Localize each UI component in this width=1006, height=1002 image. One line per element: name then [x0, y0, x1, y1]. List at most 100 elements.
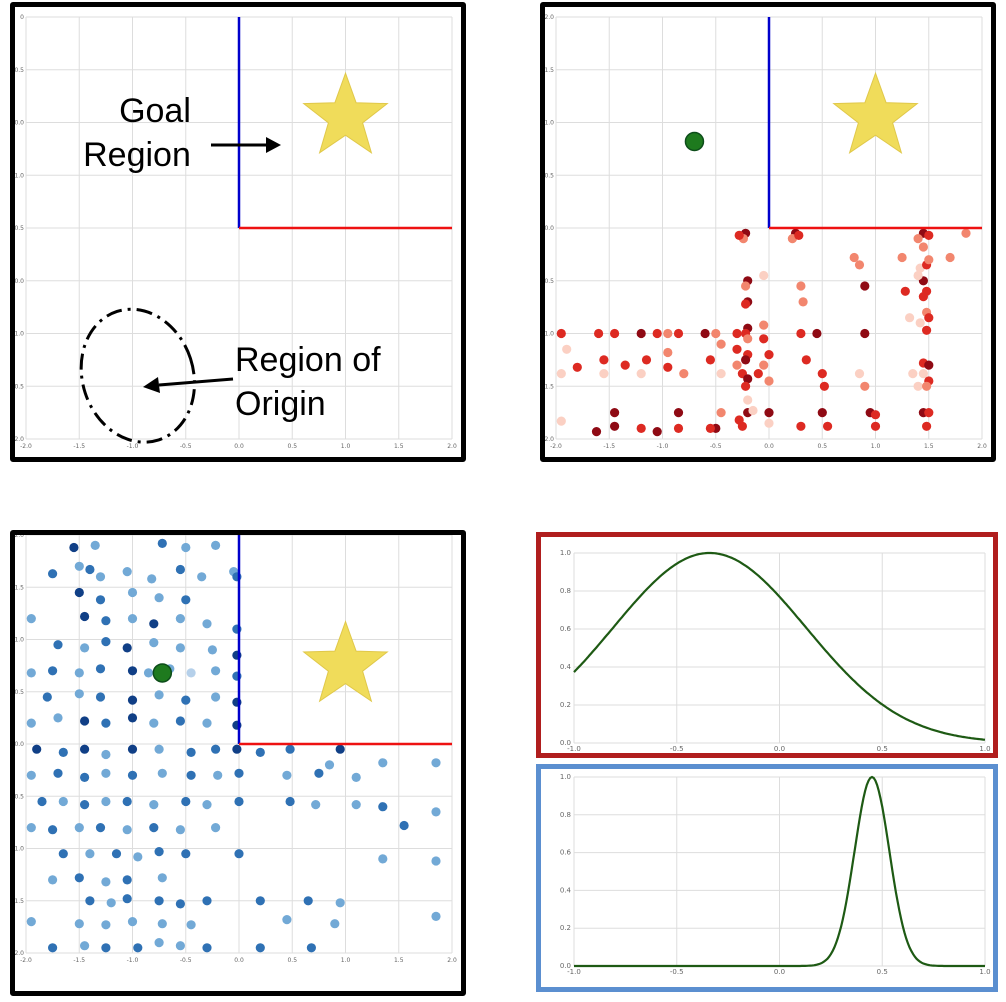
red-sample-point [663, 362, 673, 372]
red-sample-point [823, 421, 833, 431]
red-sample-point [924, 313, 934, 323]
red-sample-point [716, 339, 726, 349]
x-tick-label: 0.0 [234, 957, 244, 964]
x-tick-label: 1.5 [924, 443, 934, 450]
red-sample-point [759, 334, 769, 344]
wide-density-plot: -1.0 -0.5 0.0 0.5 1.0 0.0 0.2 0.4 0.6 0.8 1.0 [560, 549, 991, 753]
y-tick-label: 1.5 [15, 898, 24, 905]
blue-sample-point [154, 896, 164, 906]
tl-plot-area: -2.0 -1.5 -1.0 -0.5 0.0 0.5 1.0 1.5 2.0 0 0.5 0.0 1.… [15, 14, 457, 450]
x-tick-label: -2.0 [20, 443, 32, 450]
density-panel-wide: -1.0 -0.5 0.0 0.5 1.0 0.0 0.2 0.4 0.6 0.8 1.0 [536, 532, 998, 758]
red-sample-point [636, 369, 646, 379]
goal-star-icon [832, 71, 919, 154]
blue-sample-point [122, 875, 132, 885]
red-sample-point [741, 281, 751, 291]
blue-sample-point [186, 747, 196, 757]
x-tick-label: -1.0 [127, 957, 139, 964]
red-sample-point [854, 260, 865, 270]
red-sample-point [732, 328, 742, 339]
red-sample-point [860, 281, 870, 291]
blue-sample-point [378, 802, 388, 812]
blue-sample-point [186, 668, 196, 678]
blue-sample-point [149, 800, 159, 810]
red-sample-point [817, 369, 827, 379]
red-sample-point [620, 360, 630, 370]
y-tick-label: 2.0 [545, 14, 554, 21]
red-sample-point [599, 369, 609, 379]
red-sample-point [679, 369, 689, 379]
red-sample-point [913, 381, 923, 391]
blue-sample-point [127, 695, 138, 705]
x-tick-label: -0.5 [180, 443, 192, 450]
red-sample-point [663, 328, 673, 339]
red-sample-point [732, 344, 742, 354]
red-sample-point [610, 421, 620, 431]
red-sample-point [673, 408, 684, 418]
red-sample-point [748, 405, 758, 416]
x-tick-label: -0.5 [670, 745, 684, 753]
blue-sample-point [53, 640, 63, 650]
blue-sample-point [127, 713, 138, 723]
blue-sample-point [122, 894, 132, 904]
red-sample-point [572, 362, 582, 372]
goal-star-icon [302, 71, 389, 154]
environment-panel-blue-samples: -2.0 -1.5 -1.0 -0.5 0.0 0.5 1.0 1.5 2.0 2.0 1.5 1.0… [10, 530, 466, 996]
x-tick-label: -1.5 [603, 443, 615, 450]
blue-sample-point [175, 899, 185, 909]
red-sample-point [918, 292, 928, 302]
blue-sample-point [143, 668, 154, 678]
blue-sample-point [285, 796, 295, 807]
blue-sample-point [211, 666, 221, 676]
blue-sample-point [157, 873, 167, 883]
x-tick-label: 0.5 [877, 745, 888, 753]
blue-sample-point [175, 941, 185, 951]
blue-sample-point [133, 943, 143, 953]
y-tick-label: 1.0 [545, 331, 554, 338]
blue-sample-point [378, 758, 388, 768]
y-tick-label: 0.6 [560, 849, 572, 857]
y-tick-label: 0.5 [545, 278, 554, 285]
red-sample-point [945, 252, 955, 263]
blue-sample-point [175, 643, 185, 653]
blue-sample-point [122, 567, 132, 577]
x-tick-label: 0.0 [774, 745, 785, 753]
blue-sample-point [149, 718, 159, 728]
blue-sample-point [127, 744, 138, 754]
red-sample-point [817, 408, 827, 418]
y-tick-label: 1.5 [545, 67, 554, 74]
x-tick-label: 1.0 [341, 957, 351, 964]
blue-sample-point [127, 917, 138, 927]
y-tick-label: 0.5 [15, 67, 24, 74]
blue-sample-point [74, 587, 84, 598]
red-sample-point [812, 328, 822, 339]
blue-sample-point [85, 849, 95, 859]
blue-sample-point [95, 823, 106, 833]
blue-sample-point [378, 854, 388, 864]
blue-sample-point [74, 689, 84, 699]
y-tick-label: 0 [20, 14, 24, 21]
red-sample-point [913, 270, 923, 281]
blue-sample-point [101, 877, 111, 887]
red-sample-point [711, 328, 721, 339]
red-sample-point [961, 228, 971, 238]
blue-sample-point [175, 825, 185, 835]
red-sample-point [918, 242, 928, 252]
agent-marker [152, 663, 173, 683]
x-tick-label: 1.0 [341, 443, 351, 450]
blue-sample-point [211, 823, 221, 833]
x-tick-label: -0.5 [180, 957, 192, 964]
red-sample-point [870, 410, 881, 420]
blue-sample-point [80, 772, 90, 782]
blue-sample-point [186, 770, 196, 780]
y-tick-label: 0.5 [545, 172, 554, 179]
x-tick-label: 1.0 [979, 968, 990, 976]
blue-sample-point [58, 796, 68, 807]
density-curve-line [574, 775, 985, 968]
red-sample-point [759, 270, 769, 281]
blue-sample-point [181, 542, 191, 553]
y-tick-label: 0.4 [560, 886, 572, 894]
x-tick-label: 0.0 [234, 443, 244, 450]
blue-sample-point [202, 619, 212, 629]
red-sample-point [673, 328, 684, 339]
